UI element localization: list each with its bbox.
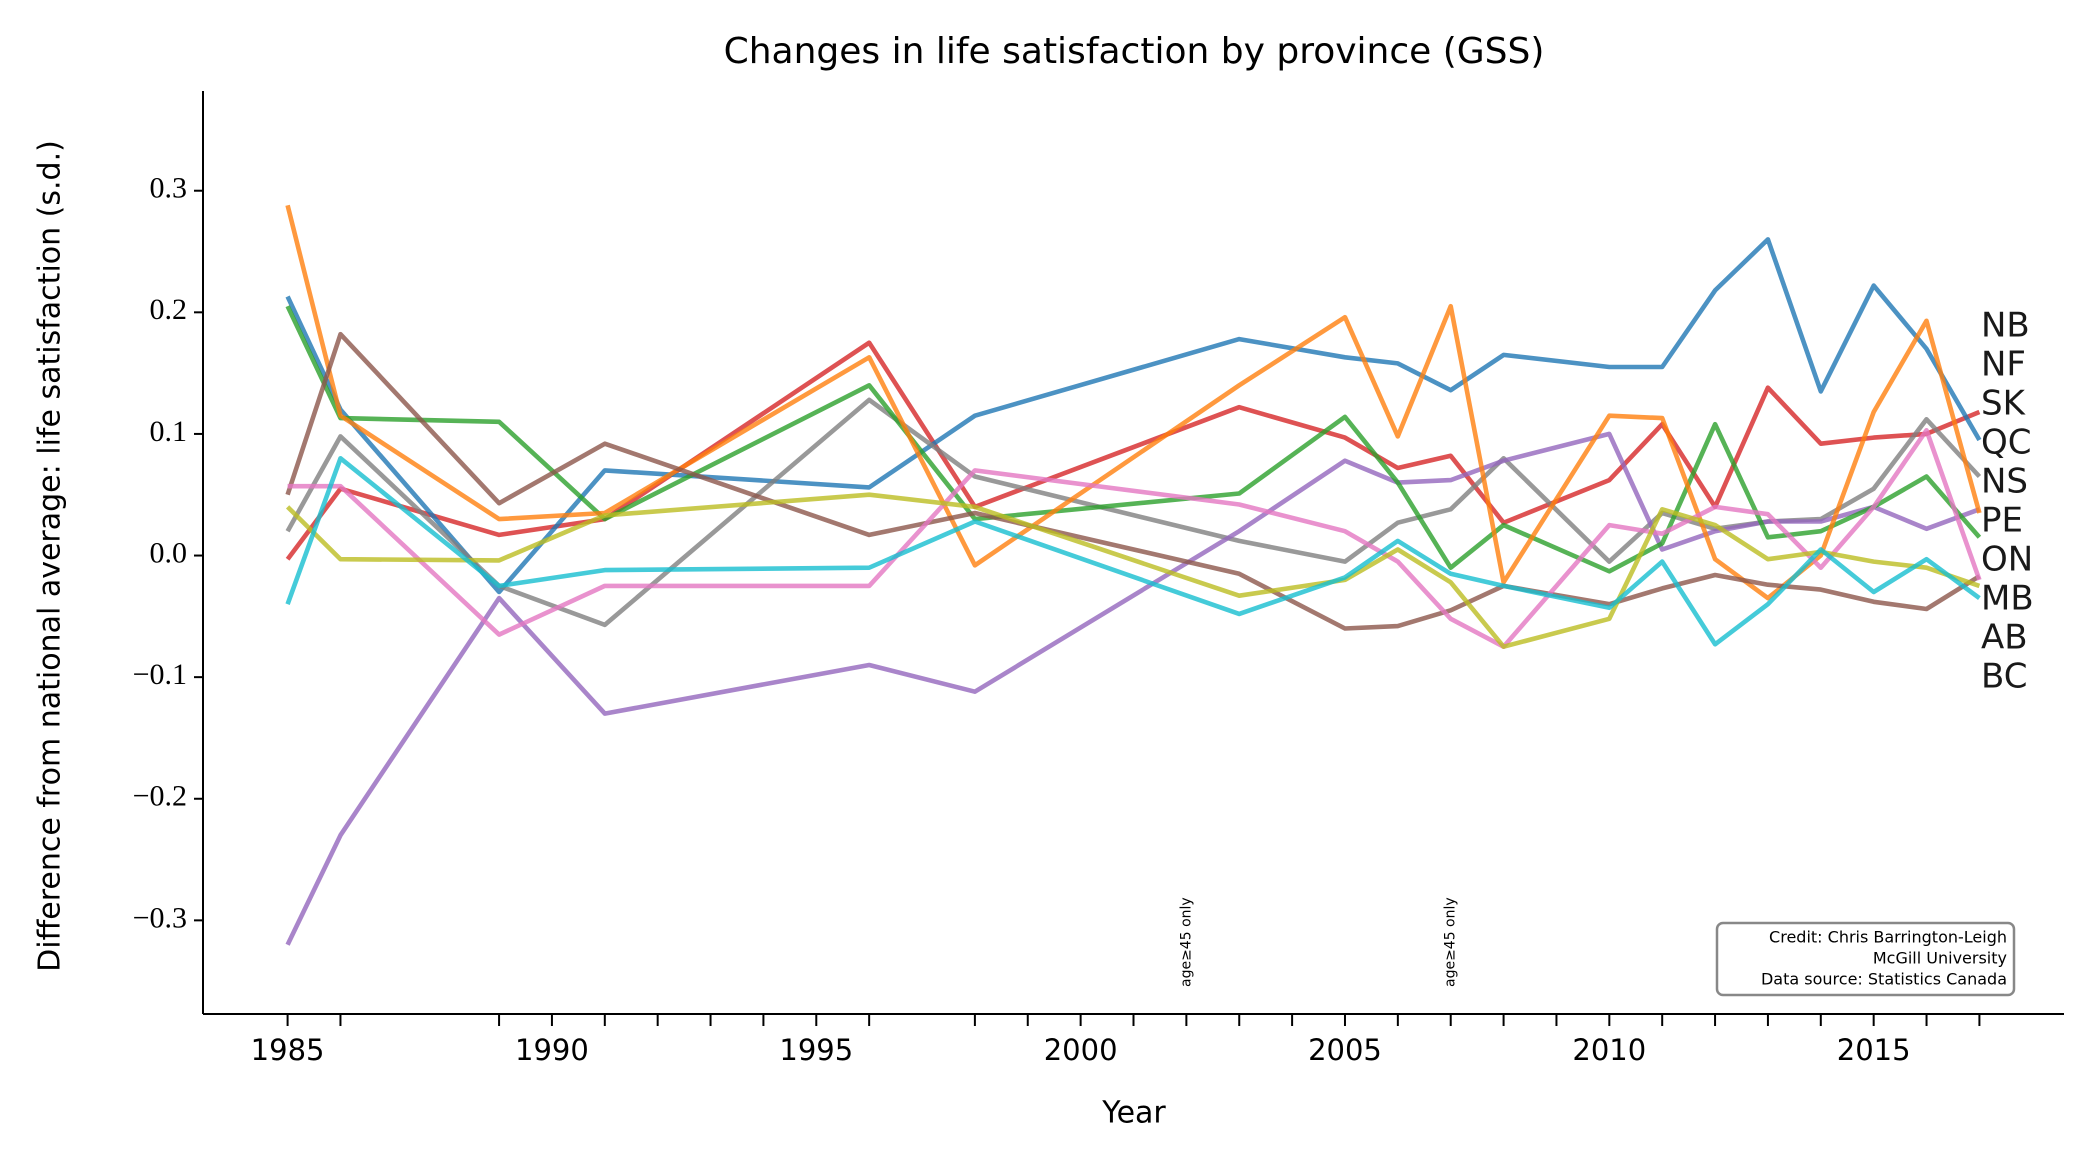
series-line (285, 204, 1982, 601)
y-tick-label: 0.0 (150, 536, 188, 569)
y-tick-label: 0.3 (150, 172, 188, 205)
x-axis-label: Year (1101, 1096, 1166, 1131)
legend-label: NB (1981, 306, 2030, 346)
x-tick-label: 2015 (1837, 1033, 1911, 1067)
x-tick-label: 1995 (779, 1033, 853, 1067)
series-line (285, 237, 1982, 595)
x-tick-label: 1990 (515, 1033, 589, 1067)
series-line (285, 456, 1981, 647)
legend-label: QC (1981, 423, 2032, 463)
credit-text: Credit: Chris Barrington-Leigh (1769, 928, 2007, 947)
y-tick-label: 0.1 (150, 415, 188, 448)
annotation: age≥45 only (1443, 897, 1459, 987)
credit-box (1715, 921, 2016, 997)
y-tick-label: −0.2 (133, 780, 187, 813)
y-tick-label: −0.3 (133, 901, 187, 934)
x-tick-label: 2005 (1308, 1033, 1382, 1067)
legend-label: MB (1981, 579, 2034, 619)
x-tick-label: 2010 (1572, 1033, 1646, 1067)
credit-text: Data source: Statistics Canada (1761, 970, 2007, 989)
series-line (285, 431, 1981, 946)
legend-label: NF (1981, 345, 2026, 385)
series-line (285, 397, 1982, 628)
legend-label: SK (1981, 384, 2027, 424)
series-line (285, 331, 1981, 631)
annotation: age≥45 only (1178, 897, 1194, 987)
legend-label: AB (1981, 618, 2028, 658)
legend-label: BC (1981, 657, 2027, 697)
series-line (287, 428, 1982, 649)
y-tick-label: 0.2 (150, 293, 188, 326)
chart-title: Changes in life satisfaction by province… (724, 31, 1545, 72)
x-tick-label: 2000 (1044, 1033, 1118, 1067)
series-line (285, 305, 1982, 574)
y-tick-label: −0.1 (133, 658, 187, 691)
legend-label: ON (1981, 540, 2033, 580)
y-axis-label: Difference from national average: life s… (33, 140, 68, 972)
legend-label: PE (1981, 501, 2023, 541)
legend-label: NS (1981, 462, 2028, 502)
x-tick-label: 1985 (251, 1033, 325, 1067)
credit-text: McGill University (1873, 949, 2007, 968)
